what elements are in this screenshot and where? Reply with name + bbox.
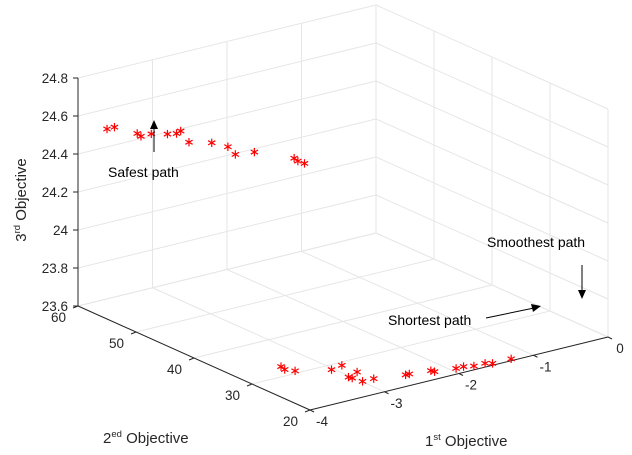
data-point — [337, 361, 346, 370]
y-tick-mark — [188, 357, 195, 361]
grid-backwall-z — [77, 42, 377, 117]
y-tick-mark — [130, 331, 137, 335]
data-point — [231, 150, 240, 159]
x-tick-mark — [533, 354, 538, 358]
data-point — [369, 374, 378, 383]
data-points — [103, 122, 516, 386]
data-point — [300, 159, 309, 168]
z-axis-label: 3rd Objective — [12, 158, 30, 242]
data-point — [137, 132, 145, 141]
grid-sidewall-z — [375, 80, 609, 186]
annotation-shortest: Shortest path — [388, 304, 541, 328]
grid-sidewall-z — [375, 42, 609, 148]
x-tick-label: -4 — [316, 414, 328, 429]
grid-backwall-z — [77, 232, 377, 307]
x-tick-mark — [607, 336, 613, 340]
svg-text:3rd Objective: 3rd Objective — [12, 158, 30, 242]
shortest-arrowhead — [531, 304, 541, 312]
x-tick-mark — [309, 409, 315, 413]
shortest-arrow — [485, 307, 535, 319]
x-tick-mark — [458, 373, 464, 376]
z-tick-label: 23.6 — [42, 299, 68, 314]
y-tick-label: 60 — [51, 310, 66, 325]
grid-floor-y — [251, 310, 551, 385]
y-tick-mark — [246, 383, 253, 387]
grid-backwall-z — [77, 194, 377, 269]
x-tick-label: -1 — [539, 359, 551, 374]
data-point — [327, 365, 336, 374]
data-point — [452, 364, 461, 373]
annotation-safest: Safest path — [108, 120, 179, 180]
data-point — [207, 138, 216, 147]
data-point — [223, 142, 232, 151]
z-tick-label: 24.6 — [42, 109, 68, 124]
data-point — [185, 138, 193, 147]
grid-lines — [72, 4, 613, 413]
x-tick-label: -2 — [465, 378, 477, 393]
z-tick-label: 23.8 — [42, 261, 68, 276]
data-point — [290, 154, 299, 163]
data-point — [250, 147, 259, 157]
x-tick-mark — [384, 391, 389, 395]
data-point — [488, 359, 497, 368]
grid-sidewall-z — [375, 118, 609, 224]
z-tick-label: 24.8 — [42, 71, 68, 86]
grid-backwall-z — [77, 156, 377, 231]
y-tick-label: 40 — [167, 362, 182, 377]
data-point — [405, 369, 414, 379]
grid-sidewall-z — [375, 156, 609, 262]
x-tick-label: -3 — [390, 396, 402, 411]
smoothest-arrowhead — [578, 290, 586, 299]
data-point — [277, 362, 285, 371]
data-point — [459, 362, 468, 371]
grid-sidewall-z — [375, 194, 609, 300]
data-point — [110, 122, 119, 132]
data-point — [358, 377, 367, 386]
data-point — [293, 156, 302, 166]
z-tick-label: 24 — [53, 223, 69, 238]
safest-arrowhead — [150, 120, 158, 129]
data-point — [103, 124, 111, 134]
data-point — [133, 129, 142, 138]
data-point — [469, 361, 478, 371]
data-point — [291, 366, 300, 376]
x-axis-label: 1st Objective — [425, 432, 507, 450]
data-point — [353, 367, 362, 377]
data-point — [481, 359, 490, 368]
annotation-smoothest: Smoothest path — [487, 234, 586, 299]
x-tick-label: 0 — [616, 341, 624, 356]
data-point — [280, 365, 289, 374]
svg-text:1st Objective: 1st Objective — [425, 432, 507, 450]
data-point — [430, 367, 439, 376]
grid-backwall-z — [77, 4, 377, 79]
grid-floor-y — [135, 258, 435, 333]
grid-sidewall-z — [375, 4, 609, 110]
z-tick-label: 24.4 — [42, 147, 69, 162]
safest-label: Safest path — [108, 164, 179, 180]
z-tick-label: 24.2 — [42, 185, 68, 200]
data-point — [348, 373, 357, 383]
svg-text:2ed Objective: 2ed Objective — [103, 429, 189, 447]
smoothest-label: Smoothest path — [487, 234, 585, 250]
y-axis-label: 2ed Objective — [103, 429, 189, 447]
y-tick-label: 50 — [109, 336, 124, 351]
y-tick-label: 30 — [225, 388, 240, 403]
grid-backwall-z — [77, 118, 377, 193]
data-point — [172, 129, 181, 138]
grid-sidewall-z — [375, 232, 609, 338]
data-point — [507, 354, 516, 364]
y-tick-label: 20 — [283, 414, 298, 429]
grid-floor-y — [193, 284, 493, 359]
y-tick-mark — [304, 409, 311, 413]
grid-backwall-z — [77, 80, 377, 155]
shortest-label: Shortest path — [388, 312, 471, 328]
data-point — [163, 129, 172, 139]
